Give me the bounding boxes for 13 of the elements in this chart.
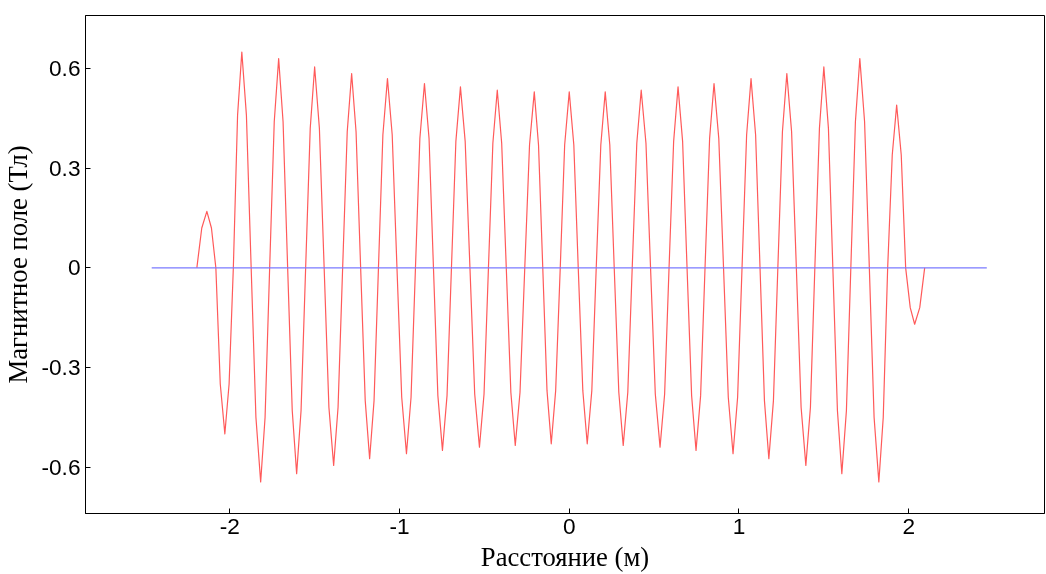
x-tick-label: 2 [902, 512, 916, 539]
x-tick-label: -1 [389, 512, 410, 539]
y-tick-label: -0.3 [41, 353, 81, 380]
y-tick-label: 0 [67, 254, 81, 281]
x-tick-label: 0 [562, 512, 576, 539]
x-axis-title: Расстояние (м) [480, 541, 650, 572]
y-axis-title: Магнитное поле (Тл) [3, 145, 34, 384]
line-series [196, 51, 926, 483]
y-tick-label: 0.6 [49, 55, 81, 82]
x-tick-label: 1 [732, 512, 746, 539]
x-tick-label: -2 [219, 512, 240, 539]
y-tick-label: 0.3 [49, 154, 81, 181]
y-tick-label: -0.6 [41, 453, 81, 480]
